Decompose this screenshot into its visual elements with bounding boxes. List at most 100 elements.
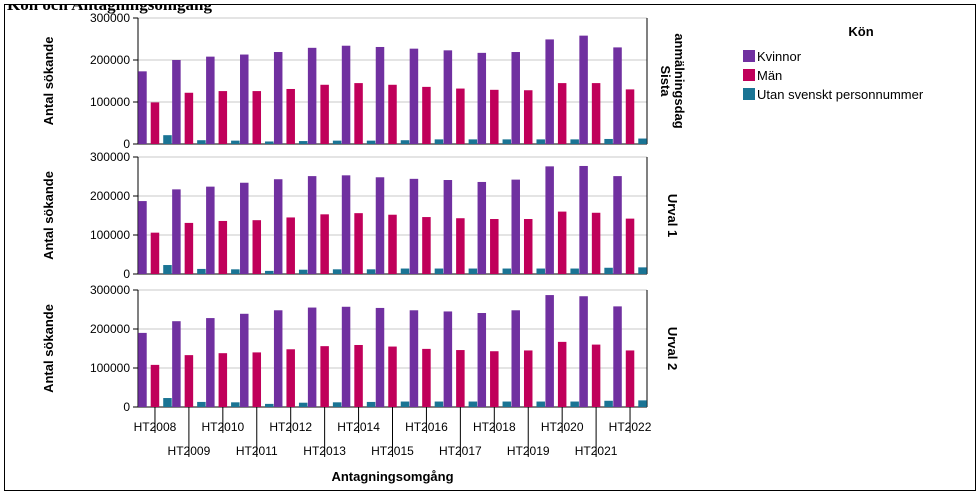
bar xyxy=(307,47,317,144)
bar xyxy=(341,306,351,407)
bar xyxy=(638,400,647,407)
legend-label: Män xyxy=(757,68,782,83)
bar xyxy=(557,341,567,407)
bar xyxy=(523,219,533,274)
bar xyxy=(613,47,622,144)
bar xyxy=(422,86,431,144)
bar xyxy=(434,268,444,274)
bar xyxy=(434,401,444,407)
bar xyxy=(240,182,249,274)
bar xyxy=(273,310,283,407)
bar xyxy=(150,232,160,274)
y-tick-label: 300000 xyxy=(90,11,130,25)
x-tick-label: HT2015 xyxy=(371,444,414,458)
bar xyxy=(468,139,478,144)
bar xyxy=(638,267,647,274)
bar xyxy=(307,307,317,407)
bar xyxy=(502,139,512,144)
bar xyxy=(265,403,274,407)
y-tick-label: 300000 xyxy=(90,150,130,164)
bar xyxy=(298,402,308,407)
bar xyxy=(286,349,295,407)
bar xyxy=(570,268,579,274)
bar xyxy=(273,179,283,274)
x-tick-label: HT2008 xyxy=(134,420,177,434)
bar xyxy=(400,268,410,274)
bar xyxy=(320,214,329,274)
bar xyxy=(150,364,160,407)
x-tick-label: HT2013 xyxy=(303,444,346,458)
bar xyxy=(409,310,419,407)
x-tick-label: HT2019 xyxy=(507,444,550,458)
y-axis-title: Antal sökande xyxy=(41,171,56,260)
legend-title: Kön xyxy=(848,24,873,39)
x-tick-label: HT2021 xyxy=(575,444,618,458)
x-tick-label: HT2016 xyxy=(405,420,448,434)
bar xyxy=(231,269,240,274)
bar xyxy=(545,166,554,274)
x-tick-label: HT2018 xyxy=(473,420,516,434)
bar xyxy=(218,220,228,274)
bar xyxy=(163,135,172,144)
bar xyxy=(206,186,215,274)
y-tick-label: 0 xyxy=(123,137,130,151)
bar xyxy=(523,90,533,144)
bar xyxy=(456,350,465,407)
bar xyxy=(197,268,206,274)
bar xyxy=(332,402,342,407)
x-axis-title: Antagningsomgång xyxy=(331,469,453,484)
y-axis-title: Antal sökande xyxy=(41,304,56,393)
panel-label: Urval 2 xyxy=(665,327,680,370)
panel-label: Sista xyxy=(658,65,673,97)
bar xyxy=(366,269,376,274)
bar xyxy=(579,165,588,274)
bar xyxy=(265,141,274,144)
bar xyxy=(163,398,172,407)
bar xyxy=(536,268,545,274)
bar xyxy=(557,211,567,274)
bar xyxy=(307,176,317,274)
bar xyxy=(400,401,410,407)
bar xyxy=(197,401,206,407)
bar xyxy=(138,332,147,407)
bar xyxy=(388,84,397,144)
bar xyxy=(579,35,588,144)
bar xyxy=(231,402,240,407)
bar xyxy=(163,265,172,274)
bar xyxy=(252,352,262,407)
bar xyxy=(206,56,215,144)
bar xyxy=(477,52,487,144)
bar xyxy=(265,270,274,274)
bar xyxy=(375,46,385,145)
bar xyxy=(502,268,512,274)
y-tick-label: 300000 xyxy=(90,283,130,297)
bar xyxy=(150,102,160,144)
bar xyxy=(536,401,545,407)
bar xyxy=(240,313,249,407)
bar xyxy=(591,83,601,144)
bar xyxy=(298,269,308,274)
bar xyxy=(172,321,181,407)
y-tick-label: 100000 xyxy=(90,361,130,375)
y-tick-label: 200000 xyxy=(90,189,130,203)
bar xyxy=(252,220,262,274)
bar xyxy=(138,71,147,144)
bar xyxy=(138,201,147,274)
y-tick-label: 100000 xyxy=(90,228,130,242)
bar xyxy=(218,353,228,407)
bar xyxy=(354,213,363,274)
bar xyxy=(468,401,478,407)
panel-label: Urval 1 xyxy=(665,194,680,237)
legend-swatch xyxy=(743,88,755,100)
legend-swatch xyxy=(743,50,755,62)
bar xyxy=(273,52,283,144)
bar xyxy=(409,178,419,274)
bar xyxy=(604,400,613,407)
bar xyxy=(332,269,342,274)
bar xyxy=(579,296,588,407)
bar xyxy=(625,218,635,274)
x-tick-label: HT2022 xyxy=(609,420,652,434)
bar xyxy=(184,92,194,144)
bar xyxy=(557,83,567,144)
y-tick-label: 200000 xyxy=(90,53,130,67)
